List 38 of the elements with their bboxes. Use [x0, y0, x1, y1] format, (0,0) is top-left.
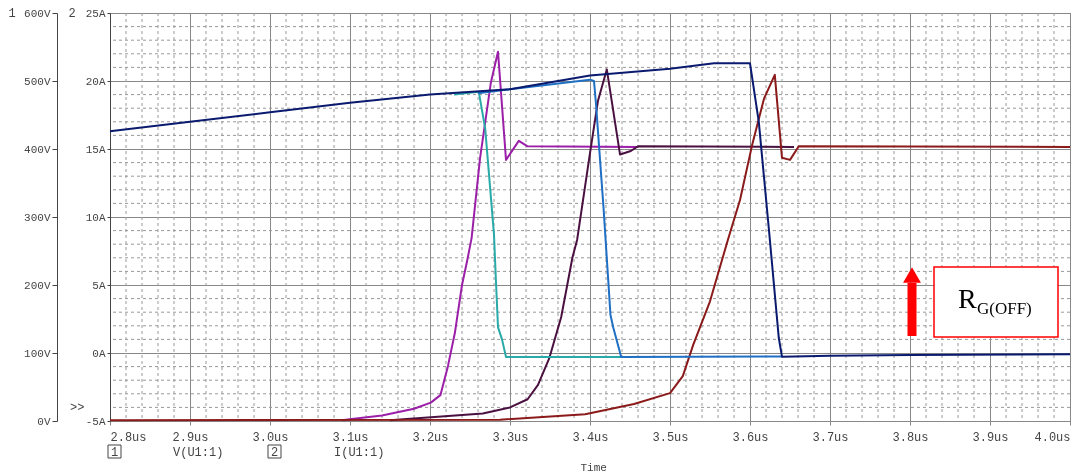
x-tick-label: 4.0us: [1034, 430, 1071, 445]
y2-tick-label: 5A: [92, 279, 106, 292]
text: >>: [70, 401, 85, 415]
x-axis-title: Time: [580, 461, 607, 472]
y-tick-label: 400V: [24, 143, 51, 156]
x-tick-label: 3.3us: [492, 430, 529, 445]
x-tick-label: 2.9us: [172, 430, 209, 445]
text: V(U1:1): [173, 446, 224, 460]
y2-tick-label: -5A: [85, 415, 106, 428]
y2-tick-label: 10A: [85, 211, 106, 224]
x-tick-label: 3.4us: [572, 430, 609, 445]
text: 2: [68, 7, 76, 21]
y-tick-label: 500V: [24, 75, 51, 88]
x-tick-label: 3.2us: [412, 430, 449, 445]
y-tick-label: 200V: [24, 279, 51, 292]
y-tick-label: 0V: [37, 415, 51, 428]
x-tick-label: 3.7us: [812, 430, 849, 445]
y-tick-label: 100V: [24, 347, 51, 360]
y2-tick-label: 15A: [85, 143, 106, 156]
text: I(U1:1): [334, 446, 385, 460]
text: 2: [270, 446, 279, 460]
text: 1: [110, 446, 119, 460]
y-tick-label: 600V: [24, 7, 51, 20]
x-tick-label: 3.6us: [732, 430, 769, 445]
y2-tick-label: 0A: [92, 347, 106, 360]
line-series: [477, 78, 783, 359]
line-series: [453, 90, 623, 359]
x-tick-label: 3.1us: [332, 430, 369, 445]
x-tick-label: 3.9us: [972, 430, 1009, 445]
line-series: [109, 62, 1071, 358]
x-tick-label: 3.0us: [252, 430, 289, 445]
x-tick-label: 2.8us: [110, 430, 147, 445]
x-tick-label: 3.8us: [892, 430, 929, 445]
text: 1: [8, 7, 16, 21]
y2-tick-label: 25A: [85, 7, 106, 20]
y-tick-label: 300V: [24, 211, 51, 224]
y2-tick-label: 20A: [85, 75, 106, 88]
x-tick-label: 3.5us: [652, 430, 689, 445]
